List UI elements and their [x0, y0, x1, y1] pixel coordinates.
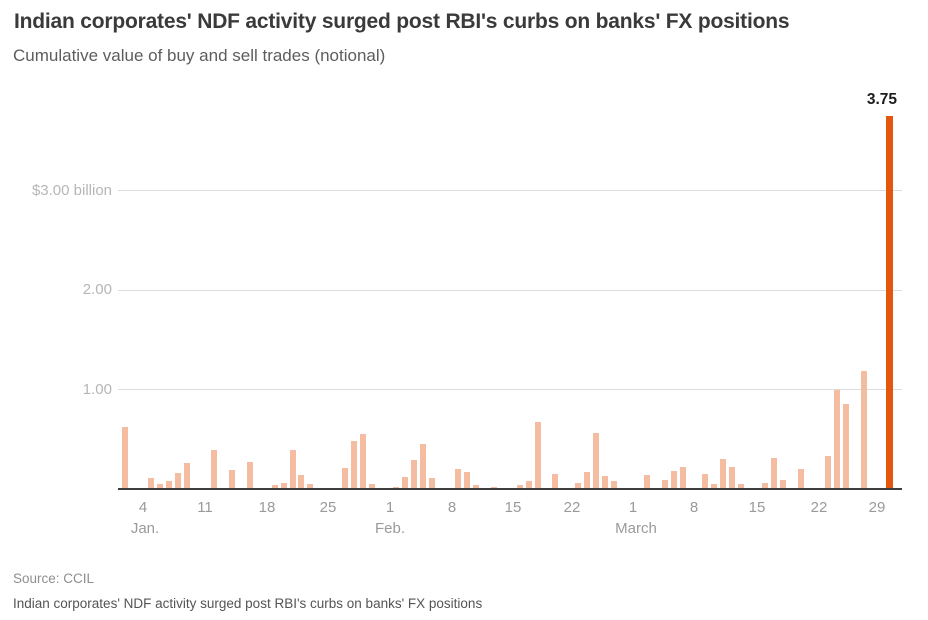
x-tick-label: 1	[385, 499, 395, 516]
gridline	[118, 190, 902, 192]
month-label: Feb.	[374, 520, 405, 537]
bar	[307, 484, 313, 489]
bar	[602, 476, 608, 489]
x-tick-label: 18	[258, 499, 276, 516]
bar	[720, 459, 726, 489]
bar	[148, 478, 154, 489]
bar	[369, 484, 375, 489]
bar	[211, 450, 217, 489]
bar	[360, 434, 366, 489]
bar	[351, 441, 357, 489]
bar	[825, 456, 831, 489]
chart-caption: Indian corporates' NDF activity surged p…	[13, 596, 483, 611]
bar	[166, 481, 172, 489]
bar	[184, 463, 190, 489]
bar	[711, 484, 717, 489]
bar	[644, 475, 650, 489]
bar	[429, 478, 435, 489]
bar	[229, 470, 235, 489]
bar	[662, 480, 668, 489]
bar	[526, 481, 532, 489]
bar	[834, 389, 840, 489]
bar	[473, 485, 479, 489]
gridline	[118, 289, 902, 291]
bar	[584, 472, 590, 489]
bar	[464, 472, 470, 489]
x-tick-label: 11	[197, 499, 213, 516]
x-tick-label: 1	[628, 499, 638, 516]
bar	[157, 484, 163, 489]
bar	[575, 483, 581, 489]
x-tick-label: 8	[447, 499, 457, 516]
highlight-bar	[885, 116, 893, 489]
x-tick-label: 15	[504, 499, 522, 516]
x-tick-label: 4	[138, 499, 148, 516]
bar	[593, 433, 599, 489]
x-tick-label: 8	[689, 499, 699, 516]
y-tick-label: $3.00 billion	[31, 181, 112, 199]
month-label: March	[615, 520, 657, 537]
plot-area	[118, 90, 902, 490]
bar	[552, 474, 558, 489]
month-label: Jan.	[130, 520, 160, 537]
y-tick-label: 1.00	[82, 380, 112, 398]
bar	[762, 483, 768, 489]
bar	[411, 460, 417, 489]
bar	[281, 483, 287, 489]
y-tick-label: 2.00	[82, 281, 112, 299]
bar	[342, 468, 348, 489]
bar	[402, 477, 408, 489]
x-tick-label: 15	[748, 499, 766, 516]
bar	[861, 370, 867, 489]
bar	[535, 422, 541, 489]
bar	[517, 485, 523, 489]
source-note: Source: CCIL	[13, 571, 95, 586]
bar	[455, 469, 461, 489]
x-tick-label: 25	[319, 499, 337, 516]
bar	[611, 481, 617, 489]
bar	[843, 403, 849, 489]
bar	[702, 474, 708, 489]
bar	[122, 427, 128, 489]
bar	[771, 458, 777, 489]
x-tick-label: 22	[810, 499, 828, 516]
bar	[290, 450, 296, 489]
bar	[272, 485, 278, 489]
bar	[671, 471, 677, 489]
x-axis-line	[118, 488, 902, 490]
x-tick-label: 22	[563, 499, 581, 516]
chart-subtitle: Cumulative value of buy and sell trades …	[13, 46, 386, 65]
bar	[420, 444, 426, 489]
x-tick-label: 29	[868, 499, 886, 516]
bar	[298, 475, 304, 489]
chart-title: Indian corporates' NDF activity surged p…	[14, 10, 790, 33]
bar	[738, 484, 744, 489]
bar	[680, 467, 686, 489]
bar	[729, 467, 735, 489]
bar	[780, 480, 786, 489]
bar	[798, 469, 804, 489]
peak-value-annotation: 3.75	[866, 91, 897, 108]
bar	[175, 473, 181, 489]
gridline	[118, 389, 902, 391]
bar	[247, 462, 253, 489]
